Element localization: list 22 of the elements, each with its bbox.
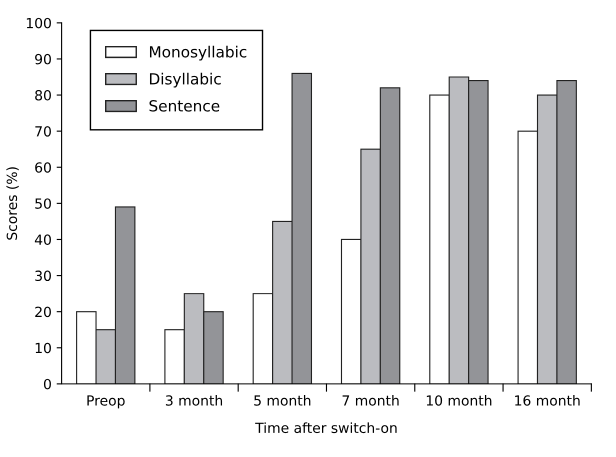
y-tick-label: 60 [35,162,51,173]
x-tick-label: 10 month [426,394,492,406]
legend-label: Disyllabic [150,72,221,88]
y-tick-label: 0 [44,378,51,390]
x-tick-label: Preop [87,395,125,408]
x-tick-label: 3 month [166,394,222,406]
x-tick-label: 16 month [515,394,580,406]
y-tick-label: 80 [35,90,51,101]
y-tick-label: 10 [36,342,51,354]
y-axis-title: Scores (%) [6,167,19,240]
legend-label: Monosyllabic [150,46,246,61]
legend-label: Sentence [149,100,220,112]
y-tick-label: 70 [35,126,51,137]
x-tick-label: 5 month [254,394,310,406]
x-axis-title: Time after switch-on [255,422,397,434]
y-tick-label: 30 [35,270,51,282]
y-tick-label: 90 [35,54,51,64]
y-tick-label: 50 [35,198,51,209]
x-tick-label: 7 month [342,394,399,406]
y-tick-label: 40 [34,234,51,245]
y-tick-label: 20 [35,306,51,318]
y-tick-label: 100 [26,18,51,28]
